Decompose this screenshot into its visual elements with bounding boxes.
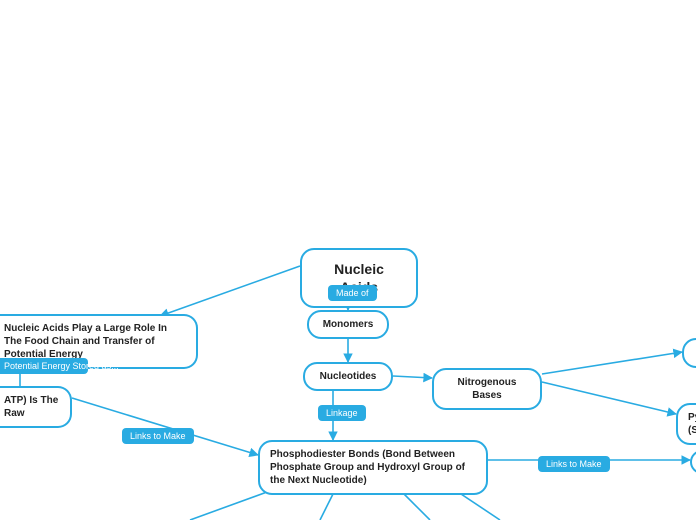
edge-label-text: Links to Make xyxy=(546,459,602,469)
edge-label-madeof: Made of xyxy=(328,285,377,301)
node-potstored[interactable]: Potential Energy Stored as... xyxy=(0,358,88,374)
edge xyxy=(72,398,258,455)
edge-label-links1: Links to Make xyxy=(122,428,194,444)
node-rightnode2[interactable]: Py (Sm xyxy=(676,403,696,445)
node-nitro[interactable]: Nitrogenous Bases xyxy=(432,368,542,410)
edge-label-linkage: Linkage xyxy=(318,405,366,421)
node-label: Phosphodiester Bonds (Bond Between Phosp… xyxy=(270,448,476,487)
node-label: Monomers xyxy=(323,318,374,331)
edge-label-text: Links to Make xyxy=(130,431,186,441)
edge-label-text: Linkage xyxy=(326,408,358,418)
node-rightnode3[interactable] xyxy=(690,450,696,474)
node-phospho[interactable]: Phosphodiester Bonds (Bond Between Phosp… xyxy=(258,440,488,495)
edge xyxy=(542,382,676,414)
node-rightnode1[interactable] xyxy=(682,338,696,368)
edge xyxy=(542,352,682,374)
edge-label-links2: Links to Make xyxy=(538,456,610,472)
node-label: Nucleotides xyxy=(320,370,377,383)
node-label: Nucleic Acids Play a Large Role In The F… xyxy=(4,322,186,361)
node-atpraw[interactable]: ATP) Is The Raw xyxy=(0,386,72,428)
edge xyxy=(160,266,300,316)
node-label: Nitrogenous Bases xyxy=(444,376,530,402)
node-label: ATP) Is The Raw xyxy=(4,394,60,420)
node-monomers[interactable]: Monomers xyxy=(307,310,389,339)
edge-label-text: Made of xyxy=(336,288,369,298)
node-nucleotides[interactable]: Nucleotides xyxy=(303,362,393,391)
node-label: Potential Energy Stored as... xyxy=(4,361,119,371)
edge xyxy=(393,376,432,378)
node-label: Py (Sm xyxy=(688,411,696,437)
